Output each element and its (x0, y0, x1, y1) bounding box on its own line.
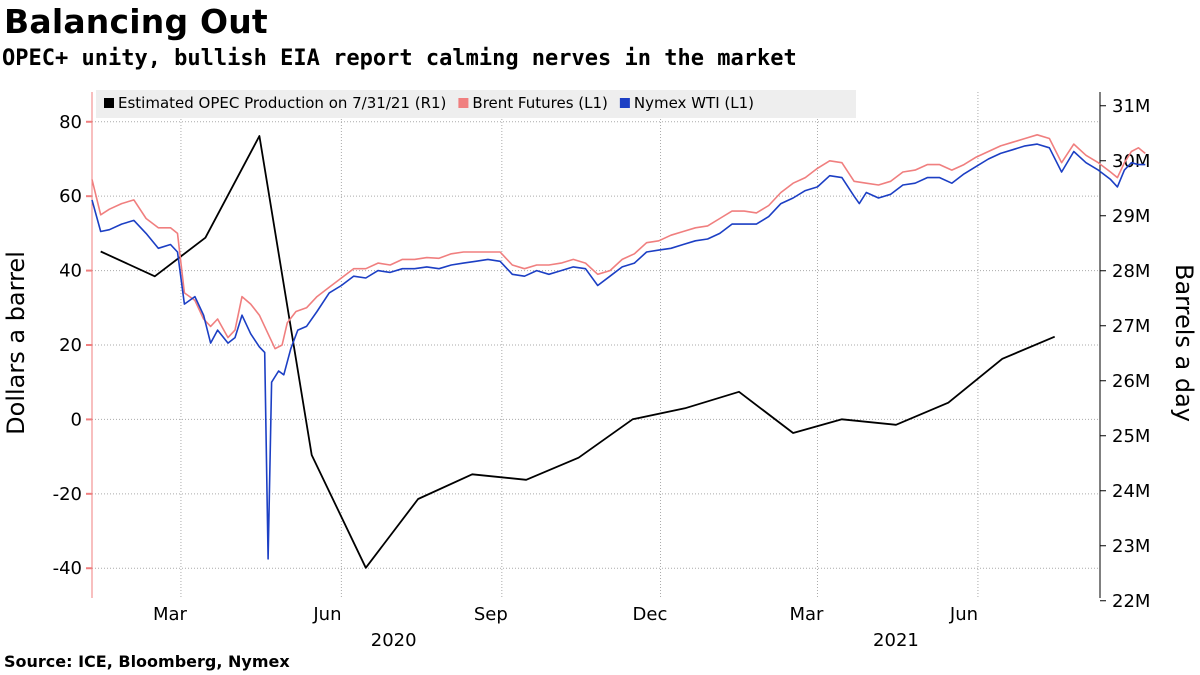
right-tick-label: 26M (1112, 371, 1150, 392)
left-tick-label: 60 (59, 186, 82, 207)
legend-label: Brent Futures (L1) (472, 94, 607, 112)
left-axis-title: Dollars a barrel (2, 251, 30, 435)
legend-label: Nymex WTI (L1) (634, 94, 754, 112)
left-tick-label: 0 (71, 409, 82, 430)
chart-title: Balancing Out (4, 2, 268, 41)
x-tick-label: Jun (312, 604, 341, 625)
left-tick-label: 80 (59, 112, 82, 133)
legend-swatch (104, 98, 114, 108)
right-tick-label: 28M (1112, 261, 1150, 282)
x-year-label: 2021 (873, 630, 919, 651)
right-axis-title: Barrels a day (1170, 264, 1198, 422)
series-lines (91, 134, 1146, 569)
series-line (91, 134, 1146, 350)
x-tick-label: Jun (949, 604, 978, 625)
legend-swatch (619, 98, 630, 108)
series-line (91, 143, 1146, 560)
grid-lines (92, 92, 1100, 598)
right-tick-label: 25M (1112, 426, 1150, 447)
legend-label: Estimated OPEC Production on 7/31/21 (R1… (118, 94, 446, 112)
x-tick-label: Mar (153, 604, 188, 625)
legend-background (96, 90, 856, 118)
x-tick-label: Sep (474, 604, 508, 625)
left-tick-label: 20 (59, 335, 82, 356)
right-tick-label: 27M (1112, 316, 1150, 337)
x-tick-label: Dec (633, 604, 668, 625)
left-tick-label: 40 (59, 261, 82, 282)
source-note: Source: ICE, Bloomberg, Nymex (4, 652, 290, 671)
left-tick-label: -40 (53, 558, 82, 579)
chart-subtitle: OPEC+ unity, bullish EIA report calming … (2, 46, 797, 71)
right-tick-label: 22M (1112, 591, 1150, 612)
right-tick-label: 23M (1112, 536, 1150, 557)
x-year-label: 2020 (371, 630, 417, 651)
left-tick-label: -20 (53, 484, 82, 505)
axes: -40 -20 0 20 40 60 80 22M 23M 24M 25M 26M 27M 28M 29M 3… (53, 92, 1150, 651)
right-tick-label: 29M (1112, 206, 1150, 227)
right-tick-label: 30M (1112, 151, 1150, 172)
right-tick-label: 31M (1112, 96, 1150, 117)
x-tick-label: Mar (789, 604, 824, 625)
legend-swatch (458, 98, 469, 108)
right-tick-label: 24M (1112, 481, 1150, 502)
legend: Estimated OPEC Production on 7/31/21 (R1… (96, 90, 856, 118)
series-line (100, 135, 1056, 569)
